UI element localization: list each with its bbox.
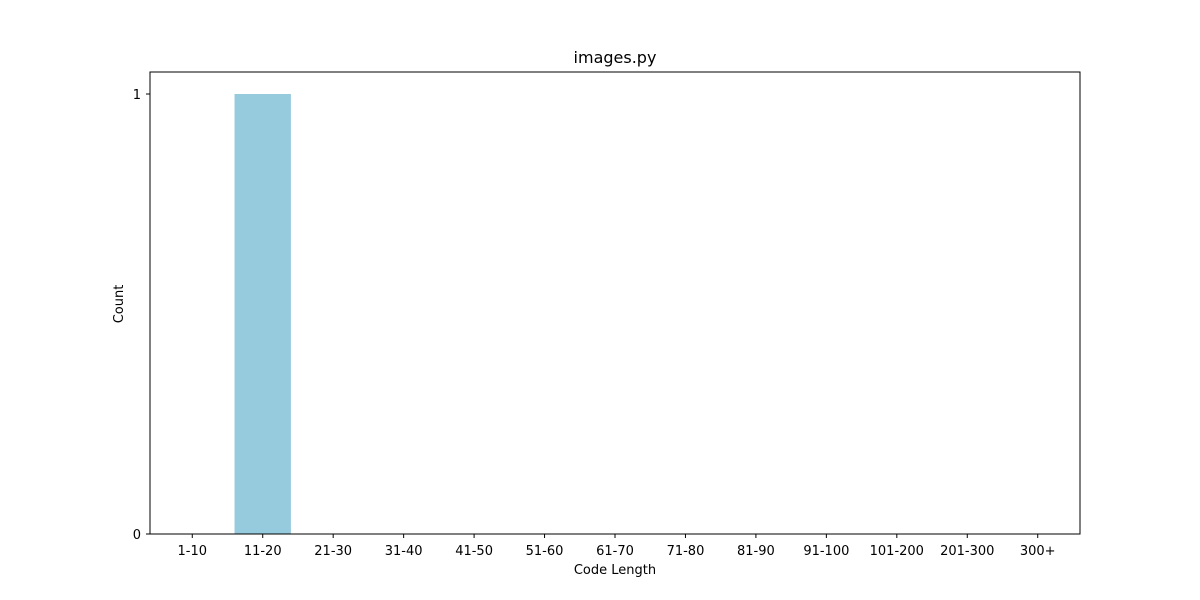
y-axis-label: Count (112, 285, 127, 324)
x-tick-label: 41-50 (455, 544, 493, 559)
x-tick-label: 51-60 (526, 544, 564, 559)
x-tick-label: 201-300 (940, 544, 994, 559)
x-tick-label: 31-40 (385, 544, 423, 559)
x-tick-label: 300+ (1020, 544, 1056, 559)
x-axis-ticks: 1-10 11-20 21-30 31-40 41-50 51-60 61-70 71-80 8… (178, 534, 1056, 559)
chart-title: images.py (574, 48, 657, 67)
y-tick-label: 0 (133, 528, 141, 543)
x-tick-label: 21-30 (314, 544, 352, 559)
x-axis-label: Code Length (574, 563, 656, 578)
x-tick-label: 101-200 (870, 544, 924, 559)
x-tick-label: 71-80 (667, 544, 705, 559)
bar-11-20 (234, 94, 291, 534)
y-tick-label: 1 (133, 88, 141, 103)
plot-area-frame (149, 71, 1081, 535)
x-tick-label: 81-90 (737, 544, 775, 559)
y-axis-ticks: 01 (133, 88, 150, 543)
bars-group (234, 94, 291, 534)
x-tick-label: 11-20 (244, 544, 282, 559)
x-tick-label: 1-10 (178, 544, 208, 559)
x-tick-label: 91-100 (803, 544, 849, 559)
x-tick-label: 61-70 (596, 544, 634, 559)
